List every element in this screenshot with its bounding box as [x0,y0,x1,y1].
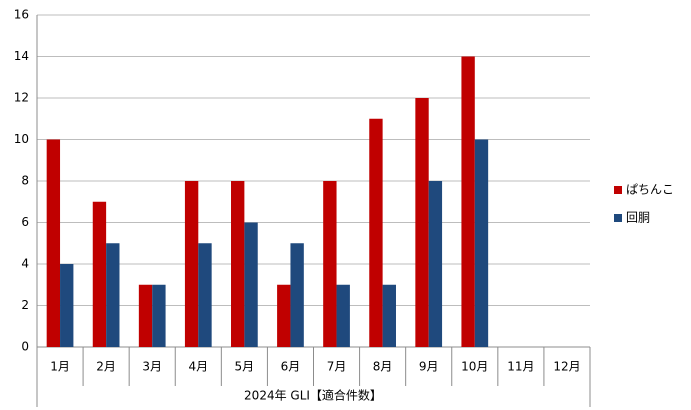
legend-label: 回胴 [626,211,650,225]
x-tick-label: 7月 [327,360,347,374]
x-axis-label: 2024年 GLI【適合件数】 [244,388,382,403]
x-tick-label: 3月 [142,360,162,374]
x-tick-label: 11月 [507,360,534,374]
bar [336,284,350,347]
bar [382,284,396,347]
bar [152,284,166,347]
y-tick-label: 10 [14,132,29,146]
y-tick-label: 8 [21,174,29,188]
x-tick-label: 12月 [553,360,580,374]
x-tick-label: 9月 [419,360,439,374]
x-tick-label: 1月 [50,360,70,374]
y-tick-label: 12 [14,91,29,105]
x-tick-label: 10月 [461,360,488,374]
bar [415,98,429,347]
y-tick-label: 14 [14,49,29,63]
bar [138,284,153,347]
bar [244,222,258,347]
y-tick-label: 4 [21,257,29,271]
legend-swatch [614,186,622,194]
bar [474,139,489,347]
x-tick-label: 2月 [96,360,116,374]
y-tick-label: 2 [21,298,29,312]
x-tick-label: 5月 [235,360,255,374]
y-tick-label: 0 [21,340,29,354]
y-tick-label: 6 [21,215,29,229]
bar [428,181,443,347]
bar [323,181,337,347]
bar [106,243,120,347]
bar [60,264,74,347]
bar [231,181,245,347]
bar [92,201,107,347]
legend-swatch [614,214,622,222]
bar [277,284,291,347]
bar [290,243,304,347]
x-tick-label: 6月 [281,360,301,374]
bar [461,56,475,347]
y-tick-label: 16 [14,8,29,22]
legend-label: ぱちんこ [626,183,674,197]
bar [198,243,212,347]
bar [46,139,61,347]
bar [184,181,199,347]
x-tick-label: 8月 [373,360,393,374]
x-tick-label: 4月 [188,360,208,374]
bar [369,118,383,347]
